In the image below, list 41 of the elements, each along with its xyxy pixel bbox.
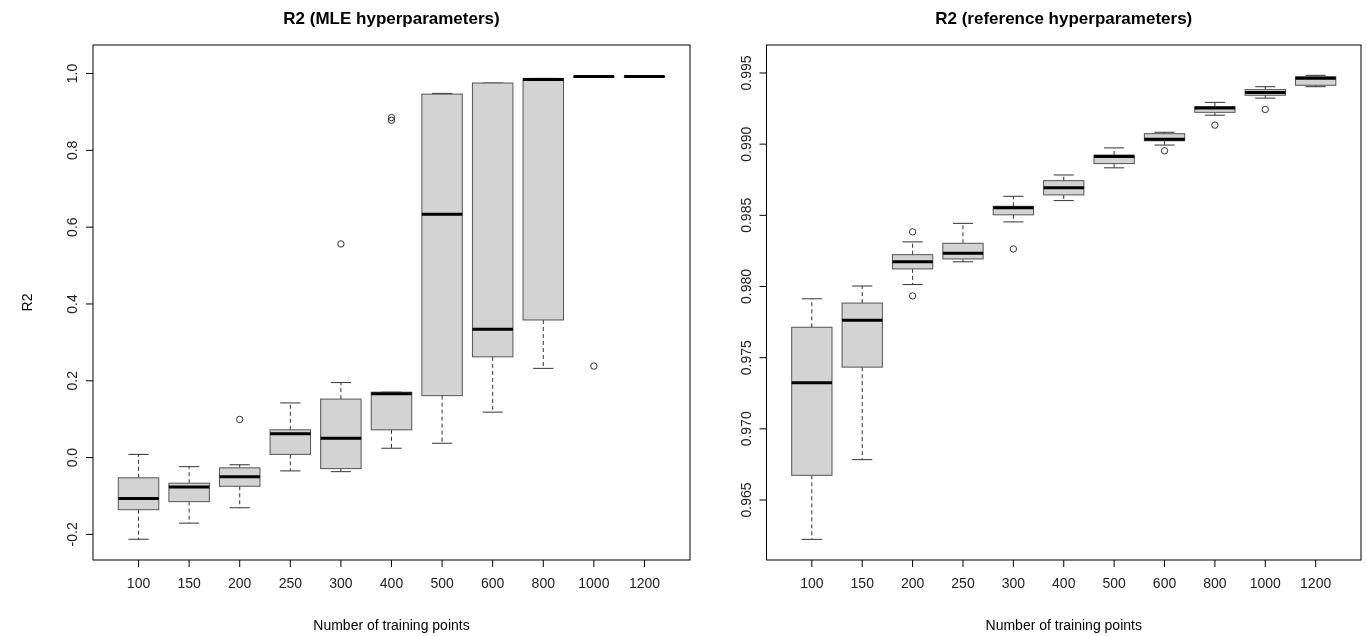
y-tick-label: 0.970 (737, 411, 754, 447)
x-tick-label: 600 (481, 575, 505, 592)
chart-title: R2 (MLE hyperparameters) (283, 9, 500, 28)
y-axis-title: R2 (19, 293, 35, 312)
y-tick-label: 0.990 (737, 126, 754, 162)
x-tick-label: 300 (1001, 575, 1026, 592)
y-tick-label: 0.980 (737, 268, 754, 305)
x-axis-title: Number of training points (985, 617, 1142, 633)
x-tick-label: 800 (1203, 575, 1227, 592)
x-tick-label: 100 (126, 575, 151, 592)
x-tick-label: 500 (1102, 575, 1127, 592)
x-tick-label: 100 (800, 575, 824, 592)
x-tick-label: 400 (1052, 575, 1076, 592)
y-tick-label: 0.985 (737, 197, 754, 233)
x-tick-label: 400 (379, 575, 404, 592)
y-tick-label: 0.2 (64, 370, 80, 391)
x-tick-label: 250 (278, 575, 303, 592)
y-tick-label: 0.995 (737, 55, 754, 91)
y-tick-label: 0.4 (64, 294, 80, 314)
x-tick-label: 500 (430, 575, 454, 592)
x-tick-label: 800 (531, 575, 556, 592)
x-tick-label: 150 (850, 575, 875, 592)
x-tick-label: 250 (951, 575, 975, 592)
x-tick-label: 1000 (1249, 575, 1282, 592)
y-tick-label: 0.8 (64, 140, 80, 161)
x-tick-label: 200 (900, 575, 925, 592)
x-tick-label: 300 (329, 575, 353, 592)
x-tick-label: 1000 (578, 575, 610, 592)
x-tick-label: 200 (228, 575, 252, 592)
y-tick-label: 0.975 (737, 339, 754, 376)
x-tick-label: 600 (1152, 575, 1177, 592)
y-tick-label: 0.6 (64, 217, 80, 237)
x-tick-label: 150 (177, 575, 202, 592)
y-tick-label: 0.0 (64, 447, 80, 468)
y-tick-label: -0.2 (64, 522, 80, 547)
y-tick-label: 0.965 (737, 482, 754, 518)
x-tick-label: 1200 (1300, 575, 1332, 592)
y-tick-label: 1.0 (64, 63, 80, 84)
chart-title: R2 (reference hyperparameters) (935, 9, 1193, 28)
x-axis-title: Number of training points (313, 617, 470, 633)
x-tick-label: 1200 (628, 575, 661, 592)
